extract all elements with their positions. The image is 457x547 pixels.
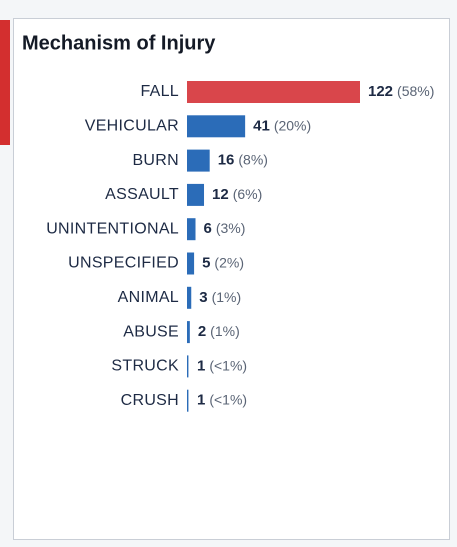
value-count: 2 <box>198 323 206 340</box>
value-count: 3 <box>199 289 207 306</box>
value-label: 2 (1%) <box>198 323 240 340</box>
value-count: 5 <box>202 254 210 271</box>
category-label: FALL <box>140 83 179 100</box>
category-label: UNINTENTIONAL <box>46 220 179 237</box>
value-percent: (<1%) <box>209 391 247 407</box>
value-percent: (58%) <box>397 83 434 99</box>
value-count: 16 <box>218 152 235 169</box>
value-label: 1 (<1%) <box>197 357 247 374</box>
value-label: 41 (20%) <box>253 117 311 134</box>
value-label: 12 (6%) <box>212 186 262 203</box>
value-label: 6 (3%) <box>204 220 246 237</box>
bar <box>187 321 190 344</box>
value-count: 1 <box>197 392 205 409</box>
value-percent: (1%) <box>210 323 240 339</box>
value-percent: (8%) <box>238 151 268 167</box>
value-percent: (2%) <box>214 254 244 270</box>
value-count: 122 <box>368 83 393 100</box>
panel <box>13 18 450 540</box>
value-count: 6 <box>204 220 212 237</box>
value-label: 5 (2%) <box>202 254 244 271</box>
side-accent <box>0 20 10 145</box>
category-label: CRUSH <box>121 392 179 409</box>
bar <box>187 286 192 309</box>
chart-title: Mechanism of Injury <box>22 32 216 54</box>
category-label: UNSPECIFIED <box>68 255 179 272</box>
value-label: 16 (8%) <box>218 151 268 168</box>
bar <box>187 115 246 138</box>
bar <box>187 252 195 275</box>
value-label: 3 (1%) <box>199 289 241 306</box>
category-label: STRUCK <box>111 358 179 375</box>
category-label: ANIMAL <box>118 289 179 306</box>
bar <box>187 149 210 172</box>
category-label: BURN <box>132 152 179 169</box>
value-label: 122 (58%) <box>368 83 434 100</box>
bar <box>187 389 189 412</box>
value-count: 1 <box>197 357 205 374</box>
bar <box>187 81 360 103</box>
value-count: 41 <box>253 117 270 134</box>
value-percent: (20%) <box>274 117 311 133</box>
value-count: 12 <box>212 186 229 203</box>
category-label: ABUSE <box>123 323 179 340</box>
bar <box>187 355 189 378</box>
value-percent: (3%) <box>216 220 246 236</box>
value-percent: (6%) <box>233 186 263 202</box>
value-label: 1 (<1%) <box>197 391 247 408</box>
bar <box>187 218 196 241</box>
category-label: VEHICULAR <box>85 118 179 135</box>
category-label: ASSAULT <box>105 186 179 203</box>
value-percent: (1%) <box>212 289 242 305</box>
bar <box>187 183 205 206</box>
value-percent: (<1%) <box>209 357 247 373</box>
